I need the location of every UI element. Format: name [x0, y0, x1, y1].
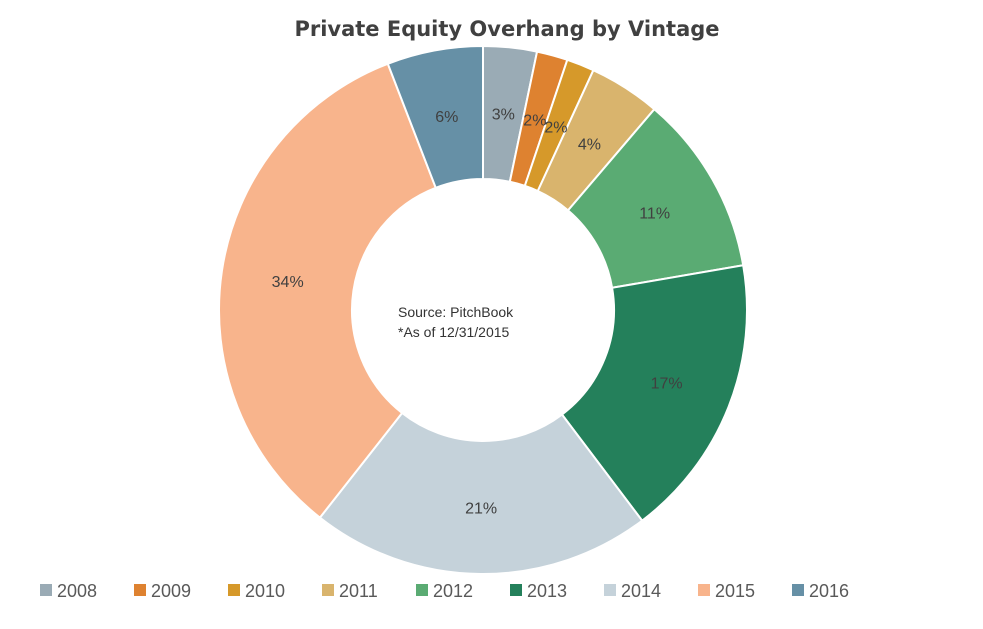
slice-labels: 3% 2%2% 4% 11% 17% 21% 34% 6% [272, 107, 683, 518]
legend-swatch-2015 [698, 584, 710, 596]
legend-swatch-2010 [228, 584, 240, 596]
slice-label-2010: 2% [544, 119, 567, 136]
donut-slices [218, 44, 748, 575]
legend-swatch-2012 [416, 584, 428, 596]
slice-label-2016: 6% [435, 109, 458, 126]
legend: 2008 2009 2010 2011 2012 2013 2014 2015 2016 [40, 581, 849, 601]
legend-swatch-2016 [792, 584, 804, 596]
slice-label-2015: 34% [272, 274, 304, 291]
legend-label-2013: 2013 [527, 581, 567, 601]
slice-label-2014: 21% [465, 500, 497, 517]
slice-2014 [318, 411, 644, 575]
legend-label-2011: 2011 [339, 581, 378, 601]
legend-label-2016: 2016 [809, 581, 849, 601]
center-note: Source: PitchBook *As of 12/31/2015 [398, 304, 514, 340]
slice-2013 [560, 264, 748, 523]
legend-label-2015: 2015 [715, 581, 755, 601]
legend-swatch-2009 [134, 584, 146, 596]
legend-label-2008: 2008 [57, 581, 97, 601]
slice-label-2008: 3% [492, 107, 515, 124]
legend-label-2009: 2009 [151, 581, 191, 601]
legend-swatch-2014 [604, 584, 616, 596]
legend-swatch-2008 [40, 584, 52, 596]
legend-swatch-2013 [510, 584, 522, 596]
legend-label-2010: 2010 [245, 581, 285, 601]
slice-2015 [218, 62, 438, 520]
center-note-line: *As of 12/31/2015 [398, 324, 510, 340]
slice-label-2013: 17% [651, 376, 683, 393]
slice-label-2012: 11% [639, 205, 670, 222]
slice-label-2009: 2% [523, 112, 546, 129]
chart-title: Private Equity Overhang by Vintage [294, 17, 719, 41]
legend-label-2012: 2012 [433, 581, 473, 601]
slice-2016 [386, 44, 484, 190]
slice-label-2011: 4% [578, 137, 601, 154]
legend-swatch-2011 [322, 584, 334, 596]
legend-label-2014: 2014 [621, 581, 661, 601]
center-note-line: Source: PitchBook [398, 304, 514, 320]
